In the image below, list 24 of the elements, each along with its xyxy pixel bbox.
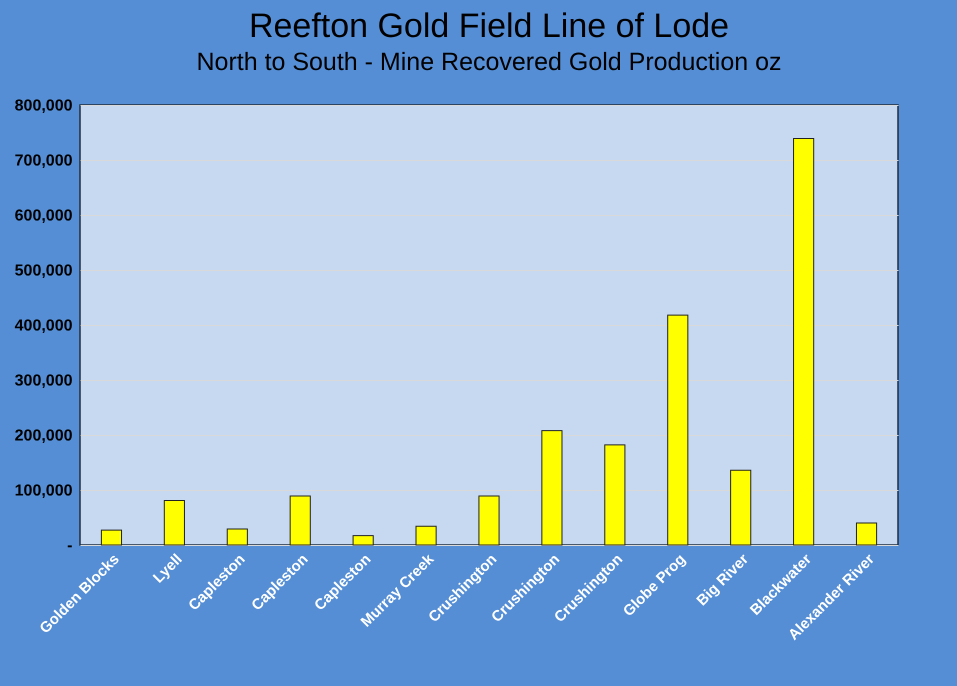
bar — [541, 430, 562, 546]
bar — [290, 496, 311, 546]
bar — [793, 138, 814, 546]
y-tick-label: 800,000 — [14, 98, 73, 114]
y-tick-label: 600,000 — [14, 208, 73, 224]
bar — [164, 500, 185, 546]
y-tick-label: 100,000 — [14, 482, 73, 500]
bar — [352, 535, 374, 546]
bar — [416, 526, 437, 546]
y-tick-label: - — [67, 538, 72, 554]
bar — [604, 444, 626, 546]
bar — [226, 528, 248, 546]
y-tick-label: 500,000 — [14, 262, 73, 280]
chart-title: Reefton Gold Field Line of Lode — [248, 7, 730, 45]
y-tick-label: 400,000 — [14, 318, 73, 334]
bar — [856, 522, 878, 546]
bar — [100, 530, 122, 546]
y-tick-label: 700,000 — [14, 152, 73, 170]
y-tick-label: 200,000 — [14, 428, 73, 444]
y-tick-label: 300,000 — [14, 372, 73, 390]
bar — [730, 470, 752, 546]
bar — [667, 314, 688, 546]
chart-subtitle: North to South - Mine Recovered Gold Production oz — [196, 48, 782, 76]
bar — [478, 496, 500, 546]
